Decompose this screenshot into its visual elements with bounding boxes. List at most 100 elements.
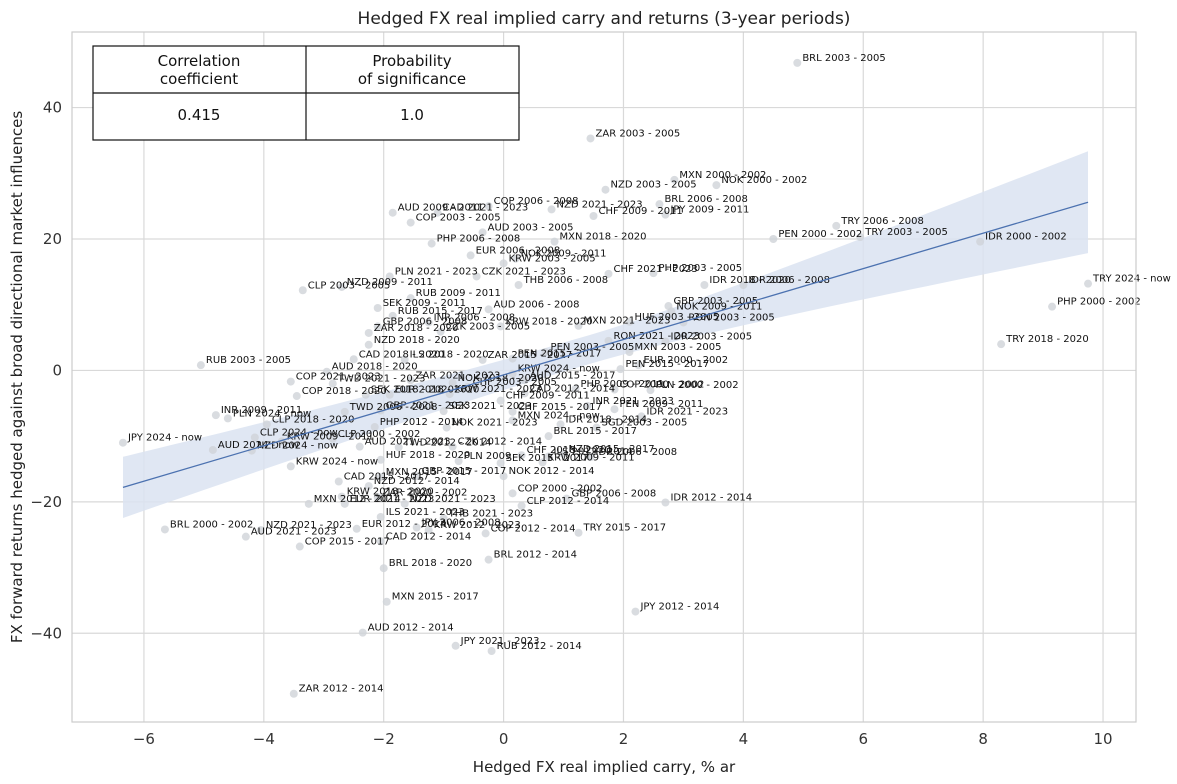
scatter-point bbox=[340, 407, 349, 416]
point-label: EUR 2000 - 2002 bbox=[643, 355, 728, 366]
scatter-point bbox=[769, 235, 778, 243]
scatter-point bbox=[406, 294, 415, 303]
point-label: IDR 2018 - 2020 bbox=[709, 275, 791, 286]
y-tick-label: −20 bbox=[30, 493, 62, 511]
scatter-point bbox=[388, 311, 397, 320]
scatter-point bbox=[286, 462, 295, 471]
point-label: SEK 2018 - 2020 bbox=[371, 385, 454, 396]
stats-header-probability-line1: Probability bbox=[372, 52, 451, 70]
scatter-point bbox=[661, 337, 670, 346]
point-label: AUD 2018 - 2020 bbox=[332, 362, 418, 373]
point-label: CHF 2021 - 2023 bbox=[613, 264, 697, 275]
point-label: INR 2021 - 2023 bbox=[593, 396, 674, 407]
point-label: COP 2003 - 2005 bbox=[416, 213, 501, 224]
point-label: TRY 2003 - 2005 bbox=[864, 227, 948, 238]
point-label: IDR 2000 - 2002 bbox=[985, 232, 1067, 243]
point-label: NZD 2012 - 2014 bbox=[374, 476, 460, 487]
x-tick-label: 2 bbox=[619, 730, 629, 748]
scatter-point bbox=[424, 526, 433, 535]
point-label: IDR 2021 - 2023 bbox=[646, 406, 728, 417]
y-axis-ticks: −40 −20 0 20 40 bbox=[30, 99, 62, 643]
scatter-point bbox=[376, 406, 385, 415]
point-label: CHF 2018 - 2020 bbox=[527, 445, 611, 456]
point-label: COP 2021 - 2023 bbox=[296, 372, 381, 383]
scatter-point bbox=[328, 379, 337, 388]
scatter-point bbox=[571, 384, 580, 393]
point-label: NOK 2009 - 2011 bbox=[676, 301, 762, 312]
point-label: CLP 2018 - 2020 bbox=[272, 414, 355, 425]
scatter-point bbox=[679, 318, 688, 327]
x-tick-label: −4 bbox=[253, 730, 275, 748]
point-label: HUF 2018 - 2020 bbox=[386, 450, 471, 461]
point-label: PHP 2009 - 2011 bbox=[581, 379, 665, 390]
scatter-point bbox=[793, 58, 802, 67]
point-label: NZD 2018 - 2020 bbox=[374, 335, 460, 346]
scatter-point bbox=[625, 348, 634, 357]
confidence-band bbox=[123, 151, 1088, 519]
scatter-point bbox=[499, 259, 508, 268]
scatter-point bbox=[631, 607, 640, 616]
point-label: AUD 2003 - 2005 bbox=[488, 222, 574, 233]
point-label: BRL 2006 - 2008 bbox=[664, 194, 747, 205]
scatter-point bbox=[832, 221, 841, 230]
scatter-point bbox=[661, 210, 670, 219]
point-label: NOK 2018 - 2020 bbox=[458, 373, 544, 384]
scatter-point bbox=[376, 455, 385, 464]
point-label: RUB 2015 - 2017 bbox=[398, 306, 483, 317]
scatter-point bbox=[412, 523, 421, 532]
point-label: GBP 2021 - 2023 bbox=[386, 401, 471, 412]
point-label: NZD 2015 - 2017 bbox=[569, 444, 655, 455]
point-label: EUR 2006 - 2008 bbox=[476, 245, 561, 256]
grid-lines bbox=[72, 32, 1136, 722]
scatter-point bbox=[589, 212, 598, 220]
scatter-point bbox=[997, 340, 1006, 349]
scatter-point bbox=[601, 185, 610, 194]
scatter-point bbox=[484, 305, 493, 314]
point-label: SEK 2009 - 2011 bbox=[383, 298, 466, 309]
scatter-point bbox=[700, 281, 709, 289]
point-label: JPY 2006 - 2008 bbox=[421, 517, 501, 528]
scatter-point bbox=[610, 385, 619, 394]
scatter-point bbox=[427, 239, 436, 248]
point-label: THB 2021 - 2023 bbox=[448, 508, 534, 519]
scatter-point bbox=[256, 526, 265, 535]
scatter-point bbox=[646, 386, 655, 395]
point-label: PLN 2024 - now bbox=[233, 408, 311, 419]
point-label: ILS 2018 - 2020 bbox=[410, 349, 489, 360]
point-label: AUD 2015 - 2017 bbox=[530, 370, 616, 381]
point-label: ZAR 2021 - 2023 bbox=[416, 370, 501, 381]
scatter-point bbox=[382, 597, 391, 606]
scatter-point bbox=[355, 442, 364, 451]
point-label: PLN 2009 bbox=[464, 451, 512, 462]
scatter-point bbox=[295, 542, 304, 551]
point-label: CAD 2021 - 2023 bbox=[443, 203, 529, 214]
point-label: KRW 2018 - 2020 bbox=[347, 487, 434, 498]
point-label: COP 2018 - 2020 bbox=[302, 386, 387, 397]
point-label: MXN 2018 - 2020 bbox=[560, 232, 647, 243]
chart-title: Hedged FX real implied carry and returns… bbox=[358, 9, 851, 29]
point-label: CAD 2018 - 2020 bbox=[359, 349, 445, 360]
plot-area bbox=[72, 32, 1136, 722]
point-label: PHP 2000 - 2002 bbox=[1057, 297, 1141, 308]
scatter-point bbox=[262, 420, 271, 429]
x-tick-label: −6 bbox=[133, 730, 155, 748]
point-label: RUB 2003 - 2005 bbox=[206, 355, 291, 366]
point-label: GBP 2006 - 2008 bbox=[572, 489, 657, 500]
confidence-band-area bbox=[123, 151, 1088, 519]
scatter-point bbox=[520, 389, 529, 398]
scatter-point bbox=[286, 377, 295, 386]
x-tick-label: 0 bbox=[499, 730, 509, 748]
point-label: RUB 2009 - 2011 bbox=[416, 288, 501, 299]
scatter-point bbox=[514, 281, 523, 289]
point-label: HUF 2003 - 2005 bbox=[634, 312, 719, 323]
point-label: TRY 2015 - 2017 bbox=[583, 523, 667, 534]
point-label: KRW 2018 - 2020 bbox=[506, 316, 593, 327]
point-label: IDR 2003 - 2005 bbox=[670, 332, 752, 343]
scatter-point bbox=[349, 355, 358, 364]
point-label: NZD 2021 - 2023 bbox=[557, 199, 643, 210]
scatter-point bbox=[634, 361, 643, 370]
point-label: CAD 2012 - 2014 bbox=[386, 531, 472, 542]
scatter-point bbox=[592, 423, 601, 432]
scatter-point bbox=[373, 304, 382, 312]
